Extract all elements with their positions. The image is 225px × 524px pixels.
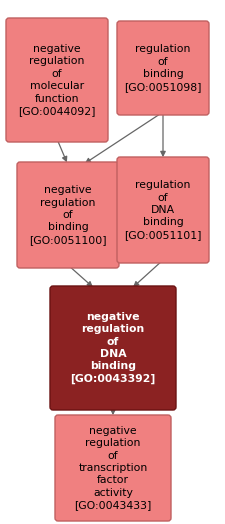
Text: negative
regulation
of
binding
[GO:0051100]: negative regulation of binding [GO:00511… bbox=[29, 185, 106, 245]
FancyBboxPatch shape bbox=[55, 415, 170, 521]
Text: regulation
of
binding
[GO:0051098]: regulation of binding [GO:0051098] bbox=[124, 45, 201, 92]
FancyBboxPatch shape bbox=[6, 18, 108, 142]
FancyBboxPatch shape bbox=[17, 162, 119, 268]
FancyBboxPatch shape bbox=[117, 21, 208, 115]
FancyBboxPatch shape bbox=[117, 157, 208, 263]
Text: negative
regulation
of
molecular
function
[GO:0044092]: negative regulation of molecular functio… bbox=[18, 44, 95, 116]
Text: regulation
of
DNA
binding
[GO:0051101]: regulation of DNA binding [GO:0051101] bbox=[124, 180, 201, 240]
Text: negative
regulation
of
DNA
binding
[GO:0043392]: negative regulation of DNA binding [GO:0… bbox=[70, 312, 155, 384]
FancyBboxPatch shape bbox=[50, 286, 175, 410]
Text: negative
regulation
of
transcription
factor
activity
[GO:0043433]: negative regulation of transcription fac… bbox=[74, 426, 151, 510]
